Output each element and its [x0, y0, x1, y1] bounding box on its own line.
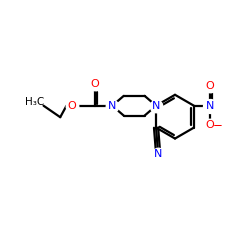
Text: N: N [108, 101, 116, 111]
Text: O: O [67, 101, 76, 111]
Text: O: O [205, 81, 214, 91]
Text: N: N [154, 149, 162, 159]
Text: H₃C: H₃C [24, 97, 44, 107]
Text: O: O [205, 120, 214, 130]
Text: −: − [212, 118, 222, 132]
Text: O: O [90, 79, 99, 89]
Text: N: N [152, 101, 160, 111]
Text: N: N [206, 101, 214, 111]
